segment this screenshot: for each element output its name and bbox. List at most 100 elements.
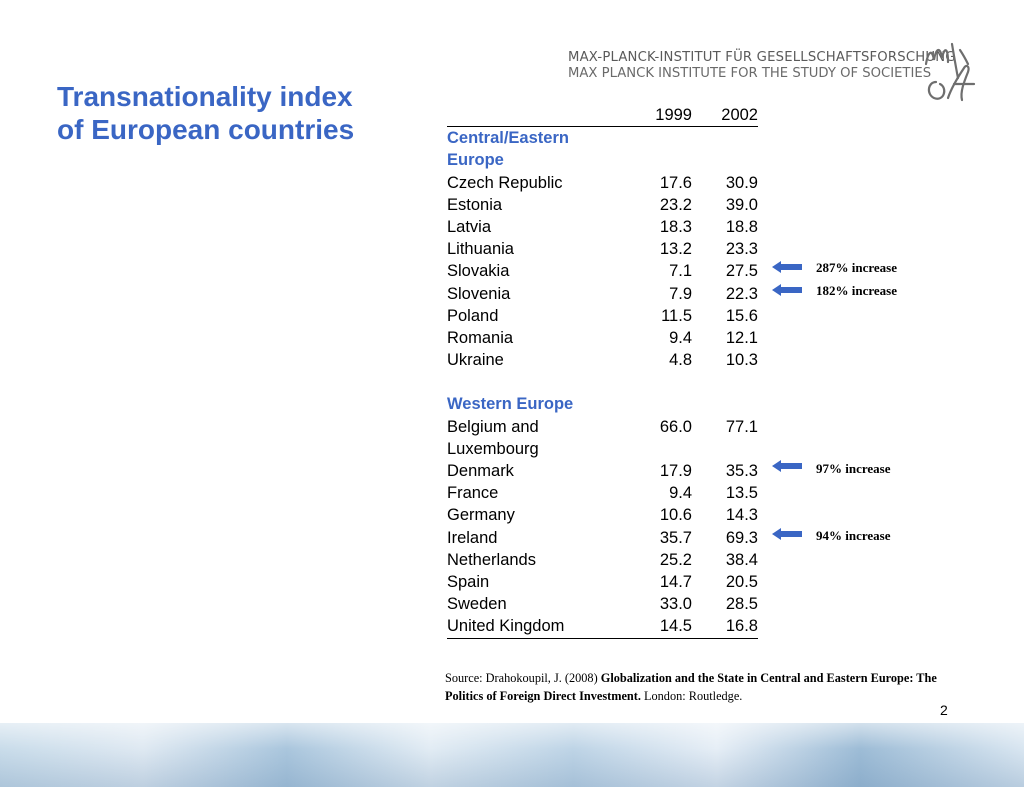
- value-2002: 30.9: [725, 173, 758, 192]
- table-row: Denmark 17.9 35.3: [447, 460, 758, 482]
- country-name: Belgium and: [447, 417, 539, 436]
- country-name: Denmark: [447, 462, 514, 480]
- institute-header: MAX-PLANCK-INSTITUT FÜR GESELLSCHAFTSFOR…: [568, 50, 956, 81]
- value-1999: 13.2: [659, 240, 692, 259]
- arrow-left-icon: [772, 284, 802, 296]
- country-name: Lithuania: [447, 240, 514, 259]
- table-row: Lithuania 13.2 23.3: [447, 238, 758, 260]
- value-2002: 27.5: [725, 262, 758, 281]
- value-2002: 69.3: [725, 528, 758, 547]
- group-heading-western-europe: Western Europe: [447, 395, 574, 414]
- value-2002: 10.3: [725, 351, 758, 370]
- value-2002: 35.3: [725, 462, 758, 480]
- country-name: Ukraine: [447, 351, 504, 370]
- mpi-logo-icon: [924, 42, 976, 102]
- table-header-row: 1999 2002: [447, 104, 758, 128]
- table-row: Czech Republic 17.6 30.9: [447, 172, 758, 194]
- value-1999: 9.4: [669, 328, 692, 347]
- slide-title: Transnationality index of European count…: [57, 80, 417, 146]
- column-header-1999: 1999: [655, 106, 692, 124]
- value-1999: 7.9: [669, 284, 692, 303]
- table-row: Sweden 33.0 28.5: [447, 593, 758, 615]
- country-name: Spain: [447, 572, 490, 591]
- table-row: France 9.4 13.5: [447, 482, 758, 504]
- group-heading-central-eastern-line2: Europe: [447, 151, 504, 170]
- value-1999: 10.6: [659, 506, 692, 525]
- value-2002: 13.5: [725, 484, 758, 503]
- value-2002: 20.5: [725, 572, 758, 591]
- table-row: Latvia 18.3 18.8: [447, 216, 758, 238]
- value-1999: 17.9: [659, 462, 692, 480]
- country-name: Sweden: [447, 595, 507, 614]
- country-name-line2: Luxembourg: [447, 439, 539, 458]
- increase-note-denmark: 97% increase: [816, 461, 891, 476]
- source-publisher: London: Routledge.: [640, 689, 743, 703]
- value-2002: 14.3: [725, 506, 758, 525]
- country-name: United Kingdom: [447, 617, 565, 636]
- table-row-continuation: Luxembourg: [447, 438, 758, 460]
- arrow-left-icon: [772, 460, 802, 472]
- table-row: Germany 10.6 14.3: [447, 504, 758, 526]
- value-1999: 66.0: [659, 417, 692, 436]
- value-2002: 15.6: [725, 306, 758, 325]
- value-2002: 38.4: [725, 550, 758, 569]
- transnationality-table: 1999 2002 Central/Eastern Europe Czech R…: [447, 104, 758, 639]
- table-row: Ireland 35.7 69.3: [447, 527, 758, 549]
- table-row: Romania 9.4 12.1: [447, 327, 758, 349]
- value-1999: 33.0: [659, 595, 692, 614]
- value-1999: 7.1: [669, 262, 692, 281]
- value-1999: 4.8: [669, 351, 692, 370]
- value-1999: 14.7: [659, 572, 692, 591]
- value-2002: 12.1: [725, 328, 758, 347]
- value-1999: 23.2: [659, 195, 692, 214]
- value-2002: 39.0: [725, 195, 758, 214]
- slide-title-line2: of European countries: [57, 114, 355, 145]
- group-heading-central-eastern: Central/Eastern: [447, 129, 569, 148]
- table-row: Netherlands 25.2 38.4: [447, 549, 758, 571]
- arrow-left-icon: [772, 261, 802, 273]
- value-1999: 35.7: [659, 528, 692, 547]
- value-1999: 25.2: [659, 550, 692, 569]
- increase-note-ireland: 94% increase: [816, 528, 891, 543]
- country-name: Slovakia: [447, 262, 510, 281]
- increase-note-slovakia: 287% increase: [816, 260, 897, 275]
- country-name: France: [447, 484, 499, 503]
- institute-name-english: MAX PLANCK INSTITUTE FOR THE STUDY OF SO…: [568, 66, 932, 81]
- table-row: Estonia 23.2 39.0: [447, 194, 758, 216]
- source-citation: Source: Drahokoupil, J. (2008) Globaliza…: [445, 669, 945, 705]
- table-spacer: [447, 371, 758, 393]
- value-2002: 28.5: [725, 595, 758, 614]
- value-2002: 22.3: [725, 284, 758, 303]
- table-row: Belgium and 66.0 77.1: [447, 416, 758, 438]
- column-header-2002: 2002: [721, 106, 758, 124]
- table-row: Spain 14.7 20.5: [447, 571, 758, 593]
- value-2002: 77.1: [725, 417, 758, 436]
- increase-note-slovenia: 182% increase: [816, 283, 897, 298]
- table-row: Poland 11.5 15.6: [447, 305, 758, 327]
- source-book-title: Globalization and the State in Central a…: [445, 671, 937, 703]
- value-1999: 14.5: [659, 617, 692, 636]
- country-name: Germany: [447, 506, 515, 525]
- source-prefix: Source: Drahokoupil, J. (2008): [445, 671, 601, 685]
- table-row: Slovakia 7.1 27.5: [447, 260, 758, 282]
- value-2002: 16.8: [725, 617, 758, 636]
- country-name: Estonia: [447, 195, 503, 214]
- slide-title-line1: Transnationality index: [57, 81, 353, 112]
- value-1999: 18.3: [659, 217, 692, 236]
- table-row: Slovenia 7.9 22.3: [447, 283, 758, 305]
- country-name: Latvia: [447, 217, 492, 236]
- country-name: Poland: [447, 306, 499, 325]
- country-name: Czech Republic: [447, 173, 563, 192]
- value-2002: 23.3: [725, 240, 758, 259]
- country-name: Romania: [447, 328, 514, 347]
- footer-band-shading: [0, 723, 1024, 787]
- country-name: Ireland: [447, 528, 498, 547]
- value-1999: 17.6: [659, 173, 692, 192]
- page-number: 2: [940, 702, 948, 718]
- value-2002: 18.8: [725, 217, 758, 236]
- country-name: Netherlands: [447, 550, 536, 569]
- country-name: Slovenia: [447, 284, 511, 303]
- table-row: Ukraine 4.8 10.3: [447, 349, 758, 371]
- institute-name-german: MAX-PLANCK-INSTITUT FÜR GESELLSCHAFTSFOR…: [568, 50, 956, 65]
- arrow-left-icon: [772, 528, 802, 540]
